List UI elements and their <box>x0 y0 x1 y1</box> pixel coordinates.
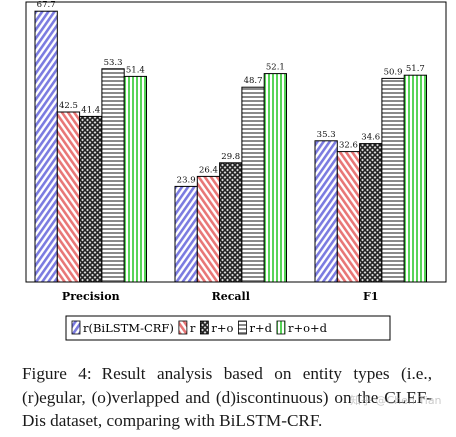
data-label-precision-r-d: 53.3 <box>104 58 123 68</box>
bar-precision-r <box>56 111 81 283</box>
data-label-recall-r-o-d: 52.1 <box>266 63 285 73</box>
bar-chart: 67.7 42.5 41.4 53.351.4 23.926.429.8 48.752.1… <box>25 0 447 341</box>
legend-swatch-r-o-d <box>276 320 286 335</box>
data-label-recall-r-bilstm-crf: 23.9 <box>177 175 196 185</box>
data-label-f1-r-bilstm-crf: 35.3 <box>317 130 336 140</box>
bar-precision-r-bilstm-crf <box>34 10 58 283</box>
data-label-f1-r-o: 34.6 <box>361 133 380 143</box>
figure-caption: Figure 4: Result analysis based on entity… <box>22 362 432 433</box>
legend-label-r-bilstm-crf: r(BiLSTM-CRF) <box>83 321 174 335</box>
bar-precision-r-d <box>101 68 125 283</box>
bar-recall-r-o <box>219 162 243 283</box>
legend-label-r-o-d: r+o+d <box>288 321 328 335</box>
legend-label-r-d: r+d <box>249 321 272 335</box>
legend-label-r: r <box>190 321 196 335</box>
category-label-precision: Precision <box>62 290 120 303</box>
bar-recall-r-bilstm-crf <box>174 185 198 283</box>
bar-f1-r-o <box>359 143 383 283</box>
bar-recall-r-d <box>241 86 265 283</box>
data-label-precision-r-o-d: 51.4 <box>126 65 145 75</box>
caption-label: Figure 4: <box>22 364 92 383</box>
data-label-recall-r: 26.4 <box>199 165 218 175</box>
legend-frame <box>65 315 391 341</box>
data-label-recall-r-d: 48.7 <box>244 76 263 86</box>
data-label-precision-r-o: 41.4 <box>81 105 100 115</box>
data-label-precision-r: 42.5 <box>59 101 78 111</box>
bar-recall-r <box>196 175 221 283</box>
bar-precision-r-o <box>79 115 103 283</box>
legend-label-r-o: r+o <box>211 321 233 335</box>
category-label-f1: F1 <box>363 290 378 303</box>
data-label-f1-r-d: 50.9 <box>384 67 403 77</box>
bar-precision-r-o-d <box>123 75 147 283</box>
legend-swatch-r <box>178 320 188 335</box>
watermark: 知乎 @Chen Tian <box>350 394 442 407</box>
bar-f1-r-d <box>381 77 405 283</box>
data-label-precision-r-bilstm-crf: 67.7 <box>37 0 56 10</box>
legend: r(BiLSTM-CRF) r r+o r+d r+o+d <box>65 315 391 341</box>
legend-swatch-r-o <box>199 320 209 335</box>
category-label-recall: Recall <box>212 290 250 303</box>
caption-text: Result analysis based on entity types (i… <box>22 364 433 430</box>
data-label-f1-r: 32.6 <box>339 141 358 151</box>
data-label-recall-r-o: 29.8 <box>221 152 240 162</box>
bar-f1-r-o-d <box>403 74 428 283</box>
data-label-f1-r-o-d: 51.7 <box>406 64 425 74</box>
bar-f1-r <box>336 151 361 283</box>
legend-swatch-r-d <box>238 320 247 335</box>
legend-swatch-r-bilstm-crf <box>71 320 81 335</box>
bar-recall-r-o-d <box>263 73 288 283</box>
bar-f1-r-bilstm-crf <box>314 140 338 283</box>
